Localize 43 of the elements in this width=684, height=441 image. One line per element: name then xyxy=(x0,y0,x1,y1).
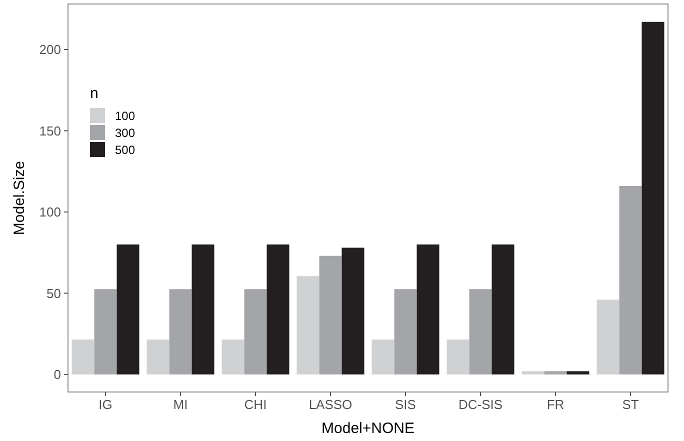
legend-label: 100 xyxy=(115,109,136,124)
x-tick-label: CHI xyxy=(244,397,267,412)
legend-title: n xyxy=(90,85,98,102)
x-tick-label: ST xyxy=(622,397,639,412)
bar xyxy=(492,244,514,374)
legend-label: 300 xyxy=(115,126,136,140)
bar xyxy=(266,244,290,374)
x-tick-label: FR xyxy=(546,397,564,412)
x-tick-label: MI xyxy=(173,397,188,412)
bar xyxy=(596,300,620,374)
bar xyxy=(544,371,567,374)
bar xyxy=(342,248,364,374)
bar xyxy=(394,289,417,374)
bar xyxy=(222,340,244,374)
bar xyxy=(146,340,170,374)
bar xyxy=(296,276,320,374)
bar xyxy=(116,244,140,374)
bar xyxy=(469,289,492,374)
bar xyxy=(446,340,470,374)
x-tick-label: IG xyxy=(98,397,112,412)
y-tick-label: 150 xyxy=(39,123,61,138)
x-axis-title: Model+NONE xyxy=(322,420,414,437)
bar xyxy=(416,244,440,374)
bar xyxy=(94,289,117,374)
bar xyxy=(319,256,342,374)
bar xyxy=(372,340,394,374)
y-tick-label: 50 xyxy=(46,286,61,301)
x-tick-label: LASSO xyxy=(308,397,352,412)
bar xyxy=(72,340,94,374)
bar xyxy=(619,186,642,374)
y-axis-title: Model.Size xyxy=(11,160,28,236)
bar xyxy=(169,289,192,374)
bar xyxy=(192,244,214,374)
x-tick-label: DC-SIS xyxy=(458,397,503,412)
bar xyxy=(244,289,267,374)
bar xyxy=(522,371,544,374)
y-tick-label: 0 xyxy=(54,367,61,382)
y-tick-label: 200 xyxy=(39,42,61,58)
y-tick-label: 100 xyxy=(39,204,61,220)
bar xyxy=(642,22,664,374)
bar xyxy=(566,371,590,374)
legend-label: 500 xyxy=(115,143,136,158)
x-tick-label: SIS xyxy=(395,397,416,412)
